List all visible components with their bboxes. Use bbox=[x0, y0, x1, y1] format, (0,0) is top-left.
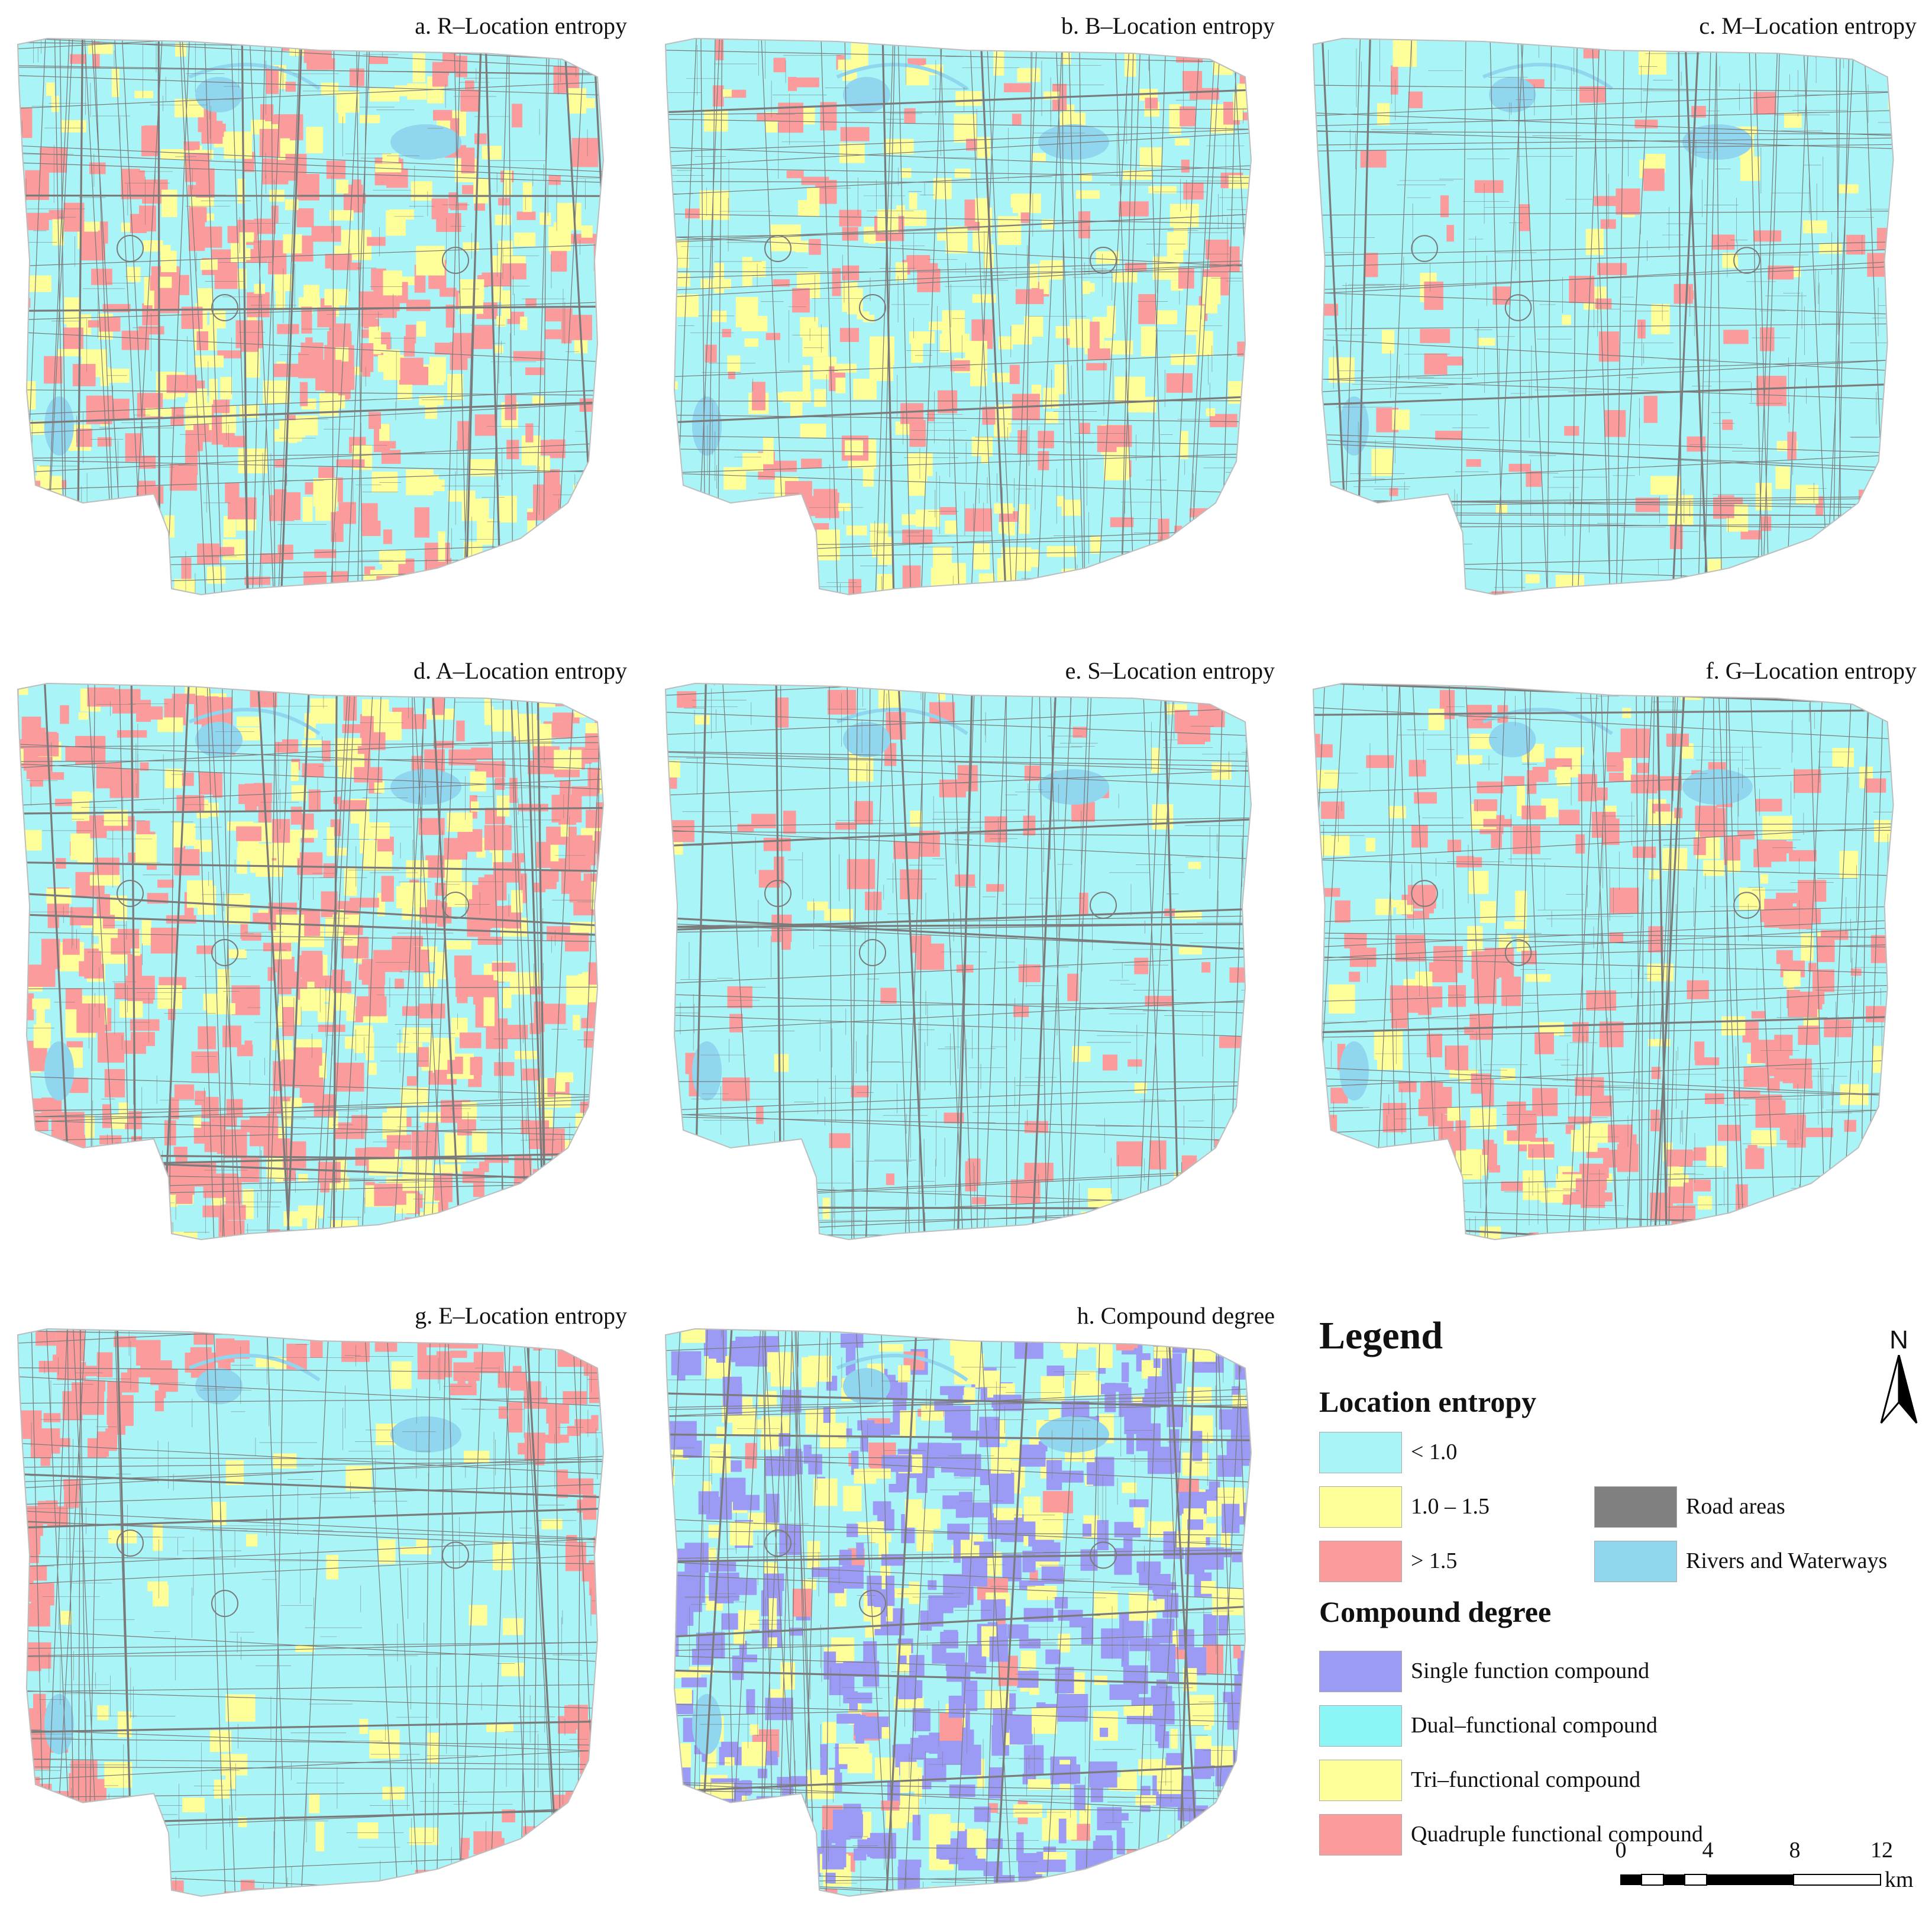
swatch-tri bbox=[1319, 1760, 1402, 1801]
panel-title-g: g. E–Location entropy bbox=[415, 1302, 627, 1329]
scale-unit: km bbox=[1885, 1867, 1914, 1892]
panel-title-d: d. A–Location entropy bbox=[413, 657, 627, 684]
label-lt-1: < 1.0 bbox=[1411, 1440, 1458, 1464]
city-map-g bbox=[17, 1328, 605, 1897]
label-gt-1-5: > 1.5 bbox=[1411, 1548, 1458, 1573]
location-entropy-heading: Location entropy bbox=[1319, 1385, 1537, 1418]
scale-tick-4: 4 bbox=[1702, 1838, 1714, 1863]
north-arrow: N bbox=[1869, 1325, 1928, 1426]
city-map-c bbox=[1312, 37, 1894, 596]
label-dual: Dual–functional compound bbox=[1411, 1713, 1658, 1738]
legend: Legend N Location entropy < 1.0 1.0 – 1.… bbox=[1301, 1302, 1932, 1920]
compound-degree-heading: Compound degree bbox=[1319, 1595, 1552, 1628]
city-map-d bbox=[17, 682, 605, 1241]
map-panel-g: g. E–Location entropy bbox=[12, 1302, 639, 1905]
swatch-gt-1-5 bbox=[1319, 1541, 1402, 1582]
map-panel-b: b. B–Location entropy bbox=[660, 12, 1287, 604]
legend-title: Legend bbox=[1319, 1314, 1443, 1357]
swatch-road bbox=[1594, 1486, 1677, 1528]
map-panel-a: a. R–Location entropy bbox=[12, 12, 639, 604]
city-map-a bbox=[17, 37, 605, 596]
swatch-1-1-5 bbox=[1319, 1486, 1402, 1528]
swatch-single bbox=[1319, 1651, 1402, 1692]
panel-title-c: c. M–Location entropy bbox=[1699, 12, 1917, 39]
city-map-f bbox=[1312, 682, 1894, 1241]
city-map-b bbox=[664, 37, 1252, 596]
map-panel-h: h. Compound degree bbox=[660, 1302, 1287, 1905]
label-road: Road areas bbox=[1686, 1494, 1785, 1519]
panel-title-f: f. G–Location entropy bbox=[1705, 657, 1917, 684]
map-panel-d: d. A–Location entropy bbox=[12, 657, 639, 1248]
swatch-dual bbox=[1319, 1705, 1402, 1747]
swatch-quad bbox=[1319, 1814, 1402, 1856]
north-arrow-icon bbox=[1880, 1355, 1918, 1424]
scale-bar: 0 4 8 12 km bbox=[1615, 1837, 1923, 1914]
label-quad: Quadruple functional compound bbox=[1411, 1822, 1703, 1847]
panel-title-a: a. R–Location entropy bbox=[415, 12, 627, 39]
panel-title-h: h. Compound degree bbox=[1077, 1302, 1275, 1329]
map-panel-f: f. G–Location entropy bbox=[1307, 657, 1928, 1248]
scale-tick-0: 0 bbox=[1615, 1838, 1627, 1863]
map-panel-e: e. S–Location entropy bbox=[660, 657, 1287, 1248]
swatch-lt-1 bbox=[1319, 1432, 1402, 1473]
swatch-water bbox=[1594, 1541, 1677, 1582]
city-map-e bbox=[664, 682, 1252, 1241]
label-tri: Tri–functional compound bbox=[1411, 1767, 1641, 1792]
map-panel-c: c. M–Location entropy bbox=[1307, 12, 1928, 604]
north-label: N bbox=[1889, 1325, 1908, 1354]
scale-bar-graphic bbox=[1620, 1874, 1881, 1886]
label-water: Rivers and Waterways bbox=[1686, 1548, 1888, 1573]
panel-title-e: e. S–Location entropy bbox=[1065, 657, 1275, 684]
label-1-1-5: 1.0 – 1.5 bbox=[1411, 1494, 1490, 1519]
scale-tick-8: 8 bbox=[1789, 1838, 1801, 1863]
city-map-h bbox=[664, 1328, 1252, 1897]
label-single: Single function compound bbox=[1411, 1658, 1650, 1683]
scale-tick-12: 12 bbox=[1870, 1838, 1893, 1863]
panel-title-b: b. B–Location entropy bbox=[1061, 12, 1275, 39]
